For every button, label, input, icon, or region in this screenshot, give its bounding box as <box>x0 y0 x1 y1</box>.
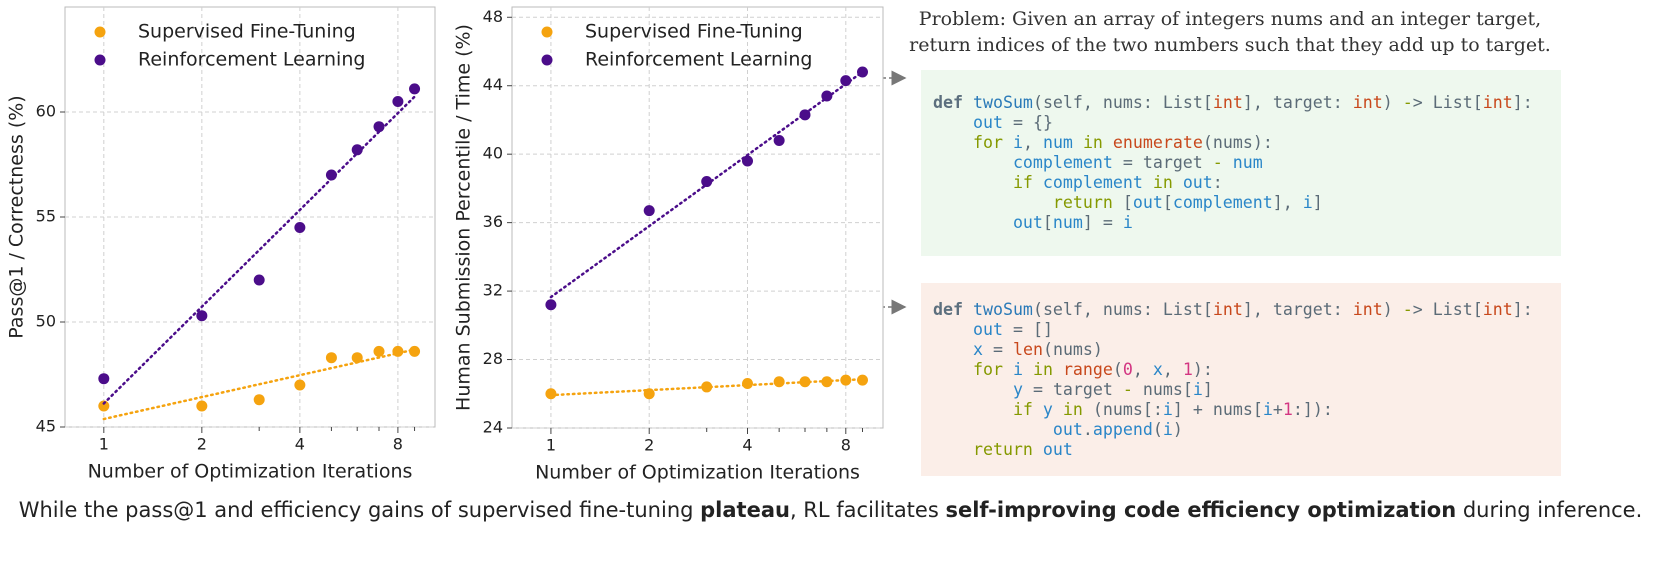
point <box>799 376 811 388</box>
legend-label: Reinforcement Learning <box>138 49 365 71</box>
point <box>545 388 557 400</box>
x-tick-label: 1 <box>99 435 109 454</box>
legend-label: Reinforcement Learning <box>585 49 812 71</box>
caption-text: , RL facilitates <box>789 498 946 522</box>
code-line: for i in range(0, x, 1): <box>933 360 1213 379</box>
point <box>773 134 785 146</box>
code-line: for i, num in enumerate(nums): <box>933 133 1273 152</box>
point <box>98 373 110 385</box>
point <box>294 379 306 391</box>
code-line: out = [] <box>933 320 1053 339</box>
point <box>643 205 655 217</box>
legend-marker <box>94 54 106 66</box>
code-line: def twoSum(self, nums: List[int], target… <box>933 93 1533 112</box>
code-line: if complement in out: <box>933 173 1223 192</box>
legend-marker <box>541 54 553 66</box>
x-tick-label: 2 <box>197 435 207 454</box>
point <box>196 400 208 412</box>
figure: Problem: Given an array of integers nums… <box>6 6 1561 484</box>
caption-text: While the pass@1 and efficiency gains of… <box>18 498 701 522</box>
x-axis-label: Number of Optimization Iterations <box>88 461 413 483</box>
point <box>325 352 337 364</box>
x-tick-label: 8 <box>393 435 403 454</box>
point <box>325 169 337 181</box>
code-panel-baseline <box>921 283 1561 476</box>
legend-marker <box>94 26 106 38</box>
x-tick-label: 1 <box>546 436 556 455</box>
caption-text: during inference. <box>1456 498 1643 522</box>
y-tick-label: 32 <box>483 281 503 300</box>
y-tick-label: 60 <box>36 102 56 121</box>
point <box>196 310 208 322</box>
point <box>799 109 811 121</box>
point <box>742 378 754 390</box>
caption: While the pass@1 and efficiency gains of… <box>0 498 1661 522</box>
x-tick-label: 4 <box>742 436 752 455</box>
problem-line: return indices of the two numbers such t… <box>909 34 1551 56</box>
y-tick-label: 45 <box>36 417 56 436</box>
legend-label: Supervised Fine-Tuning <box>585 21 803 43</box>
code-line: out = {} <box>933 113 1053 132</box>
x-tick-label: 4 <box>295 435 305 454</box>
point <box>821 376 833 388</box>
code-line: def twoSum(self, nums: List[int], target… <box>933 300 1533 319</box>
point <box>373 345 385 357</box>
point <box>373 121 385 133</box>
code-line: out.append(i) <box>933 420 1183 439</box>
code-line: x = len(nums) <box>933 340 1103 359</box>
point <box>409 83 421 95</box>
point <box>409 345 421 357</box>
x-tick-label: 2 <box>644 436 654 455</box>
x-axis-label: Number of Optimization Iterations <box>535 462 860 484</box>
trend-line <box>102 95 416 405</box>
problem-line: Problem: Given an array of integers nums… <box>919 8 1541 30</box>
y-tick-label: 36 <box>483 212 503 231</box>
point <box>392 96 404 107</box>
legend-marker <box>541 26 553 38</box>
point <box>643 388 655 400</box>
point <box>545 299 557 311</box>
y-tick-label: 55 <box>36 207 56 226</box>
y-tick-label: 24 <box>483 418 503 437</box>
code-line: return [out[complement], i] <box>933 193 1323 212</box>
legend-label: Supervised Fine-Tuning <box>138 21 356 43</box>
point <box>701 176 713 188</box>
point <box>351 352 363 364</box>
y-tick-label: 44 <box>483 75 503 94</box>
point <box>856 66 868 78</box>
point <box>392 345 404 357</box>
point <box>701 381 713 393</box>
y-tick-label: 40 <box>483 144 503 163</box>
y-tick-label: 28 <box>483 349 503 368</box>
point <box>742 155 754 167</box>
point <box>840 374 852 386</box>
point <box>856 374 868 386</box>
point <box>773 376 785 388</box>
y-axis-label: Human Submission Percentile / Time (%) <box>453 24 475 411</box>
x-tick-label: 8 <box>841 436 851 455</box>
trend-line <box>102 348 416 421</box>
code-line: if y in (nums[:i] + nums[i+1:]): <box>933 400 1333 419</box>
point <box>821 90 833 102</box>
plot-area <box>511 6 884 429</box>
y-axis-label: Pass@1 / Correctness (%) <box>6 95 28 338</box>
y-tick-label: 50 <box>36 312 56 331</box>
code-line: y = target - nums[i] <box>933 380 1213 399</box>
code-line: complement = target - num <box>933 153 1263 172</box>
code-line: return out <box>933 440 1073 459</box>
point <box>253 394 265 406</box>
point <box>840 75 852 87</box>
caption-bold: self-improving code efficiency optimizat… <box>945 498 1457 522</box>
point <box>253 274 265 286</box>
point <box>351 144 363 156</box>
y-tick-label: 48 <box>483 7 503 26</box>
code-line: out[num] = i <box>933 213 1133 232</box>
point <box>98 400 110 412</box>
caption-bold: plateau <box>700 498 790 522</box>
code-panel-efficient <box>921 70 1561 256</box>
point <box>294 222 306 233</box>
